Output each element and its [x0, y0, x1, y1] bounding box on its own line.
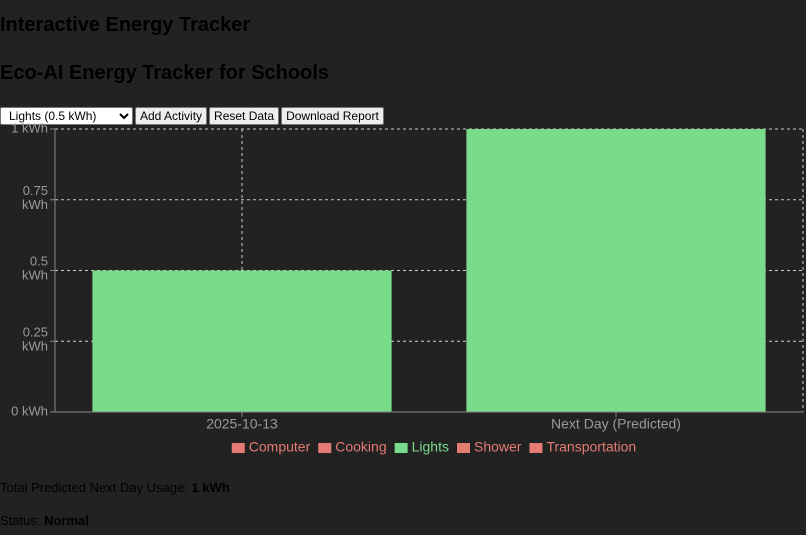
controls: Lights (0.5 kWh) Add Activity Reset Data… [0, 107, 384, 125]
status-value: Normal [44, 513, 89, 528]
legend-swatch[interactable] [529, 443, 543, 453]
usage-value: 1 kWh [191, 480, 230, 495]
legend-label[interactable]: Cooking [335, 439, 386, 455]
chart: 0 kWh 0.25 kWh 0.5 kWh 0.75 kWh 1 kWh 2025-10-13… [11, 120, 804, 455]
legend-label[interactable]: Lights [412, 439, 449, 455]
status-label: Status: [0, 513, 41, 528]
x-tick-label: Next Day (Predicted) [551, 416, 681, 432]
y-tick-label: 0 kWh [11, 403, 48, 418]
legend-label[interactable]: Transportation [546, 439, 636, 455]
y-tick-label: 0.5 kWh [22, 254, 48, 283]
add-button[interactable]: Add Activity [135, 107, 208, 125]
bar [92, 270, 392, 412]
status-line: Status: Normal [0, 513, 89, 528]
y-tick-label: 0.75 kWh [22, 183, 48, 212]
legend-swatch[interactable] [456, 443, 470, 453]
x-tick-label: 2025-10-13 [206, 416, 278, 432]
usage-label: Total Predicted Next Day Usage: [0, 480, 188, 495]
legend-label[interactable]: Shower [474, 439, 522, 455]
legend-swatch[interactable] [394, 443, 408, 453]
reset-button[interactable]: Reset Data [209, 107, 280, 125]
legend-label[interactable]: Computer [249, 439, 311, 455]
usage-line: Total Predicted Next Day Usage: 1 kWh [0, 480, 230, 495]
y-tick-label: 1 kWh [11, 120, 48, 135]
page-subtitle: Eco-AI Energy Tracker for Schools [0, 62, 329, 84]
y-tick-label: 0.25 kWh [22, 325, 48, 354]
bar [466, 129, 766, 412]
download-button[interactable]: Download Report [281, 107, 384, 125]
legend-swatch[interactable] [318, 443, 332, 453]
activity-select[interactable]: Lights (0.5 kWh) [0, 107, 133, 125]
legend-swatch[interactable] [231, 443, 245, 453]
page-title: Interactive Energy Tracker [0, 14, 251, 36]
